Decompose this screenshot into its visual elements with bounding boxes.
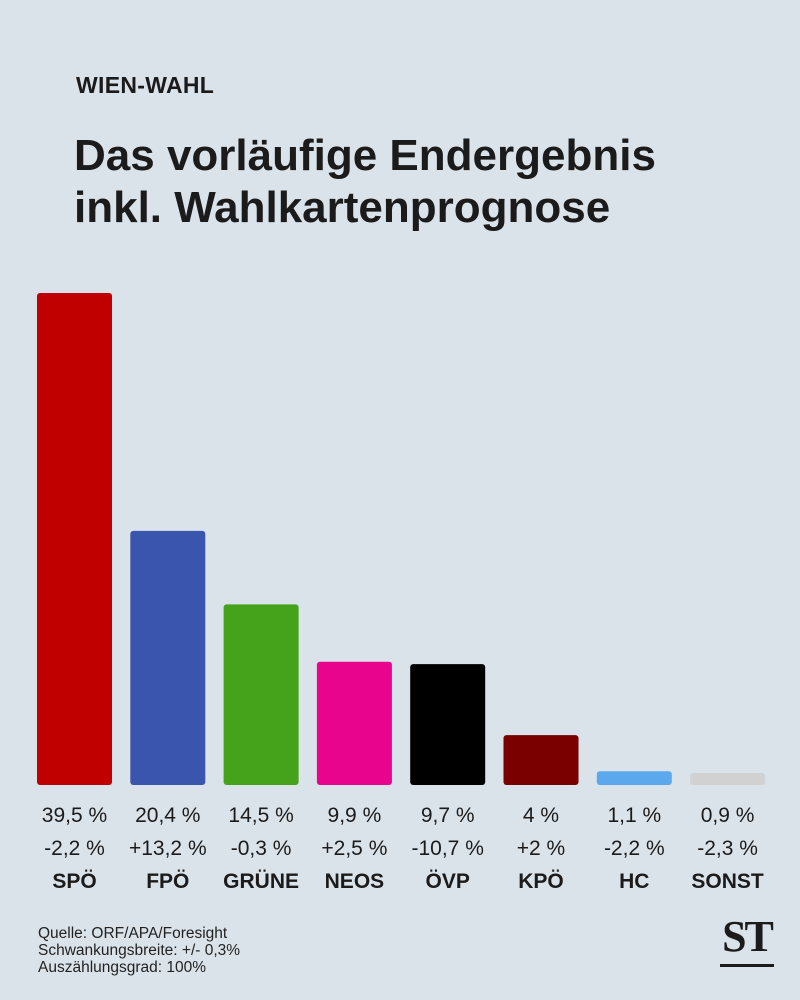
title-line-1: Das vorläufige Endergebnis: [74, 131, 656, 180]
change-label-övp: -10,7 %: [412, 837, 484, 860]
logo-text: ST: [722, 912, 774, 961]
bar-kpö: [503, 735, 579, 785]
footer: Quelle: ORF/APA/Foresight Schwankungsbre…: [38, 925, 240, 976]
category-label-neos: NEOS: [325, 870, 385, 893]
chart-title: Das vorläufige Endergebnis inkl. Wahlkar…: [74, 130, 774, 234]
value-label-neos: 9,9 %: [328, 804, 382, 827]
change-label-sonst: -2,3 %: [697, 837, 758, 860]
bar-sonst: [690, 773, 766, 785]
change-label-neos: +2,5 %: [321, 837, 387, 860]
logo-underline: [720, 964, 774, 967]
category-label-fpö: FPÖ: [146, 870, 189, 893]
change-label-hc: -2,2 %: [604, 837, 665, 860]
value-label-övp: 9,7 %: [421, 804, 475, 827]
bar-hc: [596, 771, 672, 785]
change-label-grüne: -0,3 %: [231, 837, 292, 860]
change-label-fpö: +13,2 %: [129, 837, 207, 860]
margin-note: Schwankungsbreite: +/- 0,3%: [38, 942, 241, 959]
category-label-hc: HC: [619, 870, 649, 893]
value-label-sonst: 0,9 %: [701, 804, 755, 827]
bar-chart: 39,5 % -2,2 % SPÖ 20,4 % +13,2 % FPÖ 14,5 % -0,…: [37, 293, 766, 893]
kicker: WIEN-WAHL: [76, 72, 215, 98]
title-line-2: inkl. Wahlkartenprognose: [74, 183, 611, 232]
value-label-kpö: 4 %: [523, 804, 559, 827]
bar-grüne: [223, 604, 299, 785]
value-label-spö: 39,5 %: [42, 804, 107, 827]
value-label-grüne: 14,5 %: [228, 804, 293, 827]
category-label-övp: ÖVP: [426, 870, 470, 893]
source-note: Quelle: ORF/APA/Foresight: [38, 925, 228, 942]
category-label-grüne: GRÜNE: [223, 870, 299, 893]
value-label-fpö: 20,4 %: [135, 804, 200, 827]
value-label-hc: 1,1 %: [607, 804, 661, 827]
bar-övp: [410, 664, 486, 785]
category-label-sonst: SONST: [691, 870, 764, 893]
category-label-kpö: KPÖ: [518, 870, 564, 893]
bar-spö: [37, 293, 112, 785]
bar-fpö: [130, 530, 206, 785]
change-label-kpö: +2 %: [517, 837, 565, 860]
st-logo: ST: [718, 915, 776, 971]
counted-note: Auszählungsgrad: 100%: [38, 959, 207, 976]
bar-neos: [316, 661, 392, 785]
change-label-spö: -2,2 %: [44, 837, 105, 860]
category-label-spö: SPÖ: [52, 870, 96, 893]
